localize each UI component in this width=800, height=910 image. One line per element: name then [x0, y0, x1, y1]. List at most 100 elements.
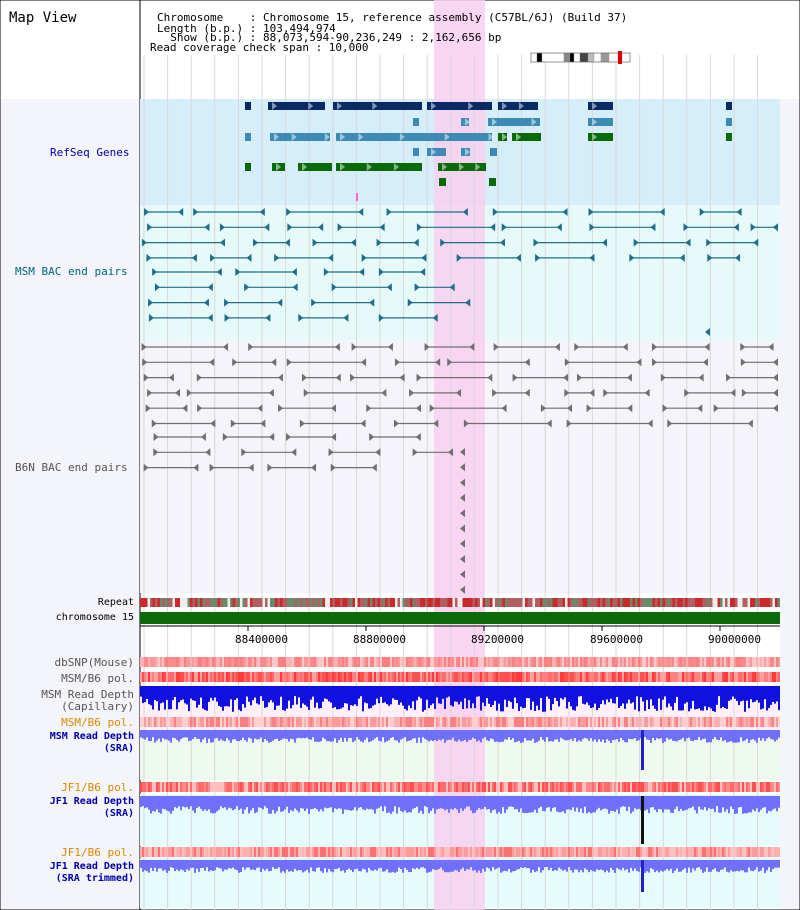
depth-bar	[270, 796, 272, 814]
depth-bar	[386, 860, 388, 870]
depth-bar	[402, 730, 404, 739]
track-label-msm-b6-pol[interactable]: MSM/B6 pol.	[61, 672, 134, 685]
repeat-element	[537, 598, 540, 607]
depth-bar	[496, 686, 498, 711]
track-label-msm-read-depth-sra[interactable]: MSM Read Depth	[49, 731, 134, 742]
track-label-repeat[interactable]: Repeat	[97, 597, 134, 608]
depth-bar	[492, 860, 494, 868]
track-label-msm-read-depth-capillary[interactable]: MSM Read Depth	[41, 688, 134, 701]
bac-end-marker	[286, 358, 292, 367]
heat-cell	[268, 672, 270, 682]
heat-cell	[648, 657, 650, 667]
track-label-jf1-read-depth-trimmed[interactable]: JF1 Read Depth	[49, 861, 134, 872]
track-label-msm-b6-pol-2[interactable]: MSM/B6 pol.	[61, 716, 134, 729]
heat-cell	[310, 717, 312, 727]
heat-cell	[694, 782, 696, 792]
bac-end-marker	[416, 223, 422, 232]
repeat-element	[417, 598, 420, 607]
heat-cell	[486, 782, 488, 792]
heat-cell	[326, 717, 328, 727]
heat-cell	[212, 782, 214, 792]
depth-bar	[714, 796, 716, 813]
track-label-jf1-b6-pol[interactable]: JF1/B6 pol.	[61, 781, 134, 794]
depth-bar	[644, 686, 646, 711]
track-label-msm-read-depth-sra-sub: (SRA)	[103, 743, 134, 754]
heat-cell	[320, 672, 322, 682]
heat-cell	[392, 847, 394, 857]
heat-cell	[570, 847, 572, 857]
depth-bar	[622, 796, 624, 807]
heat-cell	[464, 657, 466, 667]
depth-bar	[746, 796, 748, 814]
depth-bar	[164, 686, 166, 710]
bac-end-marker	[335, 373, 341, 382]
repeat-element	[345, 598, 348, 607]
depth-bar	[334, 686, 336, 707]
heat-cell	[492, 717, 494, 727]
heat-cell	[708, 847, 710, 857]
depth-bar	[586, 686, 588, 703]
track-label-jf1-read-depth[interactable]: JF1 Read Depth	[49, 796, 134, 807]
heat-cell	[286, 847, 288, 857]
heat-cell	[636, 847, 638, 857]
depth-bar	[456, 860, 458, 871]
depth-bar	[628, 860, 630, 873]
bac-end-marker	[685, 238, 691, 247]
bac-end-marker	[230, 419, 236, 428]
heat-cell	[614, 657, 616, 667]
repeat-element	[520, 598, 523, 607]
repeat-element	[575, 598, 578, 607]
repeat-element	[155, 598, 158, 607]
depth-bar	[770, 860, 772, 872]
depth-bar	[150, 686, 152, 706]
depth-bar	[692, 686, 694, 701]
repeat-element	[545, 598, 548, 607]
heat-cell	[142, 847, 144, 857]
gene-feature	[245, 163, 251, 171]
depth-bar	[512, 730, 514, 739]
depth-bar	[342, 730, 344, 742]
depth-bar	[718, 686, 720, 697]
heat-cell	[480, 782, 482, 792]
track-label-refseq-genes[interactable]: RefSeq Genes	[50, 146, 130, 159]
heat-cell	[172, 782, 174, 792]
heat-cell	[182, 782, 184, 792]
heat-cell	[714, 782, 716, 792]
bac-end-marker	[351, 343, 357, 351]
heat-cell	[344, 717, 346, 727]
heat-cell	[410, 782, 412, 792]
depth-bar	[766, 730, 768, 739]
depth-bar	[366, 686, 368, 704]
heat-cell	[352, 847, 354, 857]
depth-bar	[166, 796, 168, 811]
heat-cell	[456, 847, 458, 857]
header-bg	[0, 0, 800, 99]
repeat-element	[465, 598, 468, 607]
heat-cell	[728, 672, 730, 682]
track-label-dbsnp[interactable]: dbSNP(Mouse)	[54, 656, 134, 669]
heat-cell	[654, 847, 656, 857]
heat-cell	[450, 782, 452, 792]
heat-cell	[590, 717, 592, 727]
depth-bar	[470, 796, 472, 811]
heat-cell	[664, 672, 666, 682]
depth-bar	[346, 860, 348, 870]
heat-cell	[498, 657, 500, 667]
depth-bar	[710, 730, 712, 743]
bac-end-marker	[574, 343, 580, 351]
heat-cell	[716, 657, 718, 667]
track-label-jf1-b6-pol-2[interactable]: JF1/B6 pol.	[61, 846, 134, 859]
track-label-msm-bac[interactable]: MSM BAC end pairs	[15, 265, 128, 278]
depth-bar	[582, 796, 584, 814]
track-label-chromosome[interactable]: chromosome 15	[55, 612, 134, 623]
heat-cell	[752, 782, 754, 792]
heat-cell	[522, 717, 524, 727]
depth-bar	[372, 796, 374, 810]
depth-bar	[350, 686, 352, 706]
depth-bar	[682, 796, 684, 811]
track-label-b6n-bac[interactable]: B6N BAC end pairs	[15, 461, 128, 474]
bac-end-marker	[343, 313, 349, 322]
heat-cell	[408, 672, 410, 682]
heat-cell	[188, 782, 190, 792]
heat-cell	[152, 672, 154, 682]
